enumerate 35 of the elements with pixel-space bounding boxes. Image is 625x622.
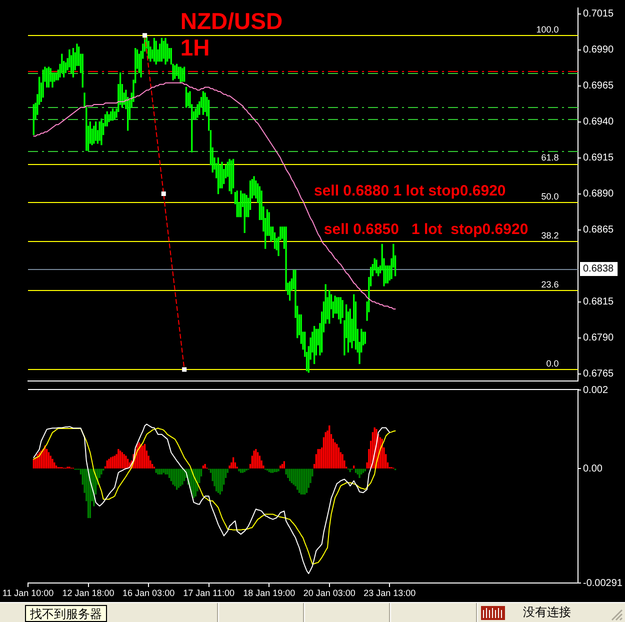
- point: [142, 33, 148, 38]
- text: 1H: [180, 34, 210, 61]
- point: [182, 367, 187, 372]
- annotation: sell 0.6880 1 lot stop0.6920: [314, 182, 506, 200]
- x-tick-label: 23 Jan 13:00: [364, 588, 416, 598]
- annotation: sell 0.6850 1 lot stop0.6920: [324, 221, 528, 238]
- annotation: 0.0: [546, 358, 559, 368]
- y-tick-label: 0.002: [583, 384, 608, 396]
- y-tick-label: 0.6865: [583, 224, 614, 236]
- annotation: 38.2: [541, 230, 559, 240]
- y-tick-label: 0.6990: [583, 44, 614, 56]
- y-tick-label: 0.6940: [583, 116, 614, 128]
- y-tick-label: 0.7015: [583, 8, 614, 20]
- y-tick-label: 0.00: [583, 463, 603, 474]
- x-tick-label: 18 Jan 19:00: [243, 588, 296, 598]
- annotation: 61.8: [541, 152, 559, 163]
- x-tick-label: 11 Jan 10:00: [2, 588, 54, 598]
- x-tick-label: 12 Jan 18:00: [62, 588, 114, 598]
- annotation: 50.0: [541, 191, 559, 202]
- point: [161, 192, 166, 196]
- y-tick-label: 0.6790: [583, 332, 614, 344]
- y-tick-label: 0.6815: [583, 296, 614, 308]
- ref-line-label: 0.6838: [583, 263, 614, 274]
- y-tick-label: 0.6890: [583, 188, 614, 200]
- chart-title: NZD/USD: [180, 8, 283, 34]
- x-tick-label: 16 Jan 03:00: [122, 588, 175, 598]
- annotation: 23.6: [541, 279, 559, 290]
- y-tick-label: -0.00291: [583, 578, 623, 589]
- y-tick-label: 0.6915: [583, 152, 614, 164]
- y-tick-label: 0.6965: [583, 80, 614, 92]
- y-tick-label: 0.6765: [583, 368, 614, 380]
- annotation: 100.0: [536, 24, 559, 34]
- x-tick-label: 20 Jan 03:00: [303, 588, 356, 598]
- x-tick-label: 17 Jan 11:00: [183, 588, 235, 598]
- status-bar: 找不到服务器 没有连接: [0, 602, 625, 622]
